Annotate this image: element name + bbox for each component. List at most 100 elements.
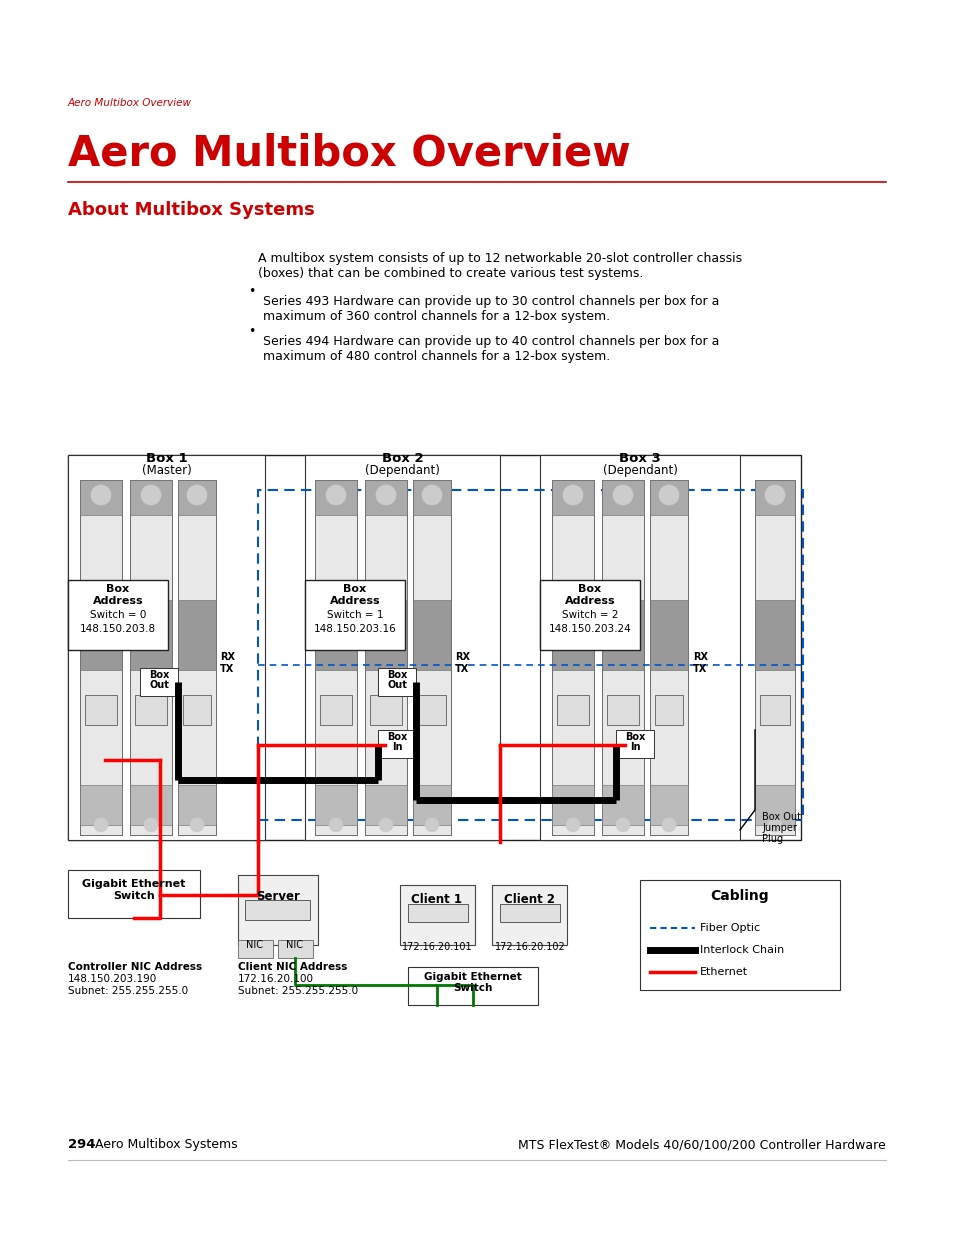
Circle shape <box>767 818 781 832</box>
Text: Subnet: 255.255.255.0: Subnet: 255.255.255.0 <box>237 986 357 995</box>
Bar <box>492 885 566 945</box>
Bar <box>616 730 654 758</box>
Bar <box>319 695 352 725</box>
Text: Box 1: Box 1 <box>146 452 187 466</box>
Text: Plug: Plug <box>761 834 782 844</box>
Text: Box Out: Box Out <box>761 811 801 823</box>
Bar <box>601 480 643 515</box>
Text: 172.16.20.102: 172.16.20.102 <box>494 942 565 952</box>
Bar <box>80 480 122 515</box>
Bar <box>85 695 117 725</box>
Bar <box>365 480 407 835</box>
Text: Box: Box <box>387 732 407 742</box>
Bar <box>377 730 416 758</box>
Bar <box>552 480 594 515</box>
Bar <box>68 454 801 840</box>
Bar <box>140 668 178 697</box>
Bar <box>601 480 643 835</box>
Circle shape <box>187 485 207 505</box>
Bar <box>606 695 639 725</box>
Text: 148.150.203.16: 148.150.203.16 <box>314 624 395 634</box>
Text: (Dependant): (Dependant) <box>602 464 677 477</box>
Text: Address: Address <box>330 597 380 606</box>
Text: Aero Multibox Overview: Aero Multibox Overview <box>68 98 192 107</box>
Text: Switch = 1: Switch = 1 <box>327 610 383 620</box>
Bar <box>245 900 310 920</box>
Text: Gigabit Ethernet: Gigabit Ethernet <box>424 972 521 982</box>
Text: NIC: NIC <box>246 940 263 950</box>
Text: Box: Box <box>343 584 366 594</box>
Circle shape <box>616 818 629 832</box>
Text: Out: Out <box>387 680 407 690</box>
Bar <box>314 480 356 835</box>
Text: Box 2: Box 2 <box>381 452 423 466</box>
Bar <box>178 480 215 515</box>
Text: Aero Multibox Systems: Aero Multibox Systems <box>95 1137 237 1151</box>
Bar <box>178 480 215 835</box>
Text: Gigabit Ethernet: Gigabit Ethernet <box>82 879 186 889</box>
Text: maximum of 480 control channels for a 12-box system.: maximum of 480 control channels for a 12… <box>263 350 610 363</box>
Bar <box>68 454 265 840</box>
Bar <box>760 695 789 725</box>
Bar <box>601 785 643 825</box>
Circle shape <box>326 485 346 505</box>
Bar <box>365 480 407 515</box>
Text: Box: Box <box>387 671 407 680</box>
Text: MTS FlexTest® Models 40/60/100/200 Controller Hardware: MTS FlexTest® Models 40/60/100/200 Contr… <box>517 1137 885 1151</box>
Text: (Master): (Master) <box>141 464 192 477</box>
Text: •: • <box>248 325 255 338</box>
Text: Ethernet: Ethernet <box>700 967 747 977</box>
Bar <box>552 785 594 825</box>
Bar <box>365 785 407 825</box>
Text: •: • <box>248 285 255 298</box>
Text: Box 3: Box 3 <box>618 452 660 466</box>
Text: 294: 294 <box>68 1137 95 1151</box>
Text: Out: Out <box>149 680 169 690</box>
Circle shape <box>375 485 395 505</box>
Bar <box>314 600 356 671</box>
Bar <box>68 580 168 650</box>
Bar <box>408 967 537 1005</box>
Bar <box>370 695 401 725</box>
Bar <box>552 600 594 671</box>
Text: In: In <box>629 742 639 752</box>
Bar <box>649 785 687 825</box>
Text: Server: Server <box>255 890 299 903</box>
Bar <box>130 480 172 515</box>
Text: (boxes) that can be combined to create various test systems.: (boxes) that can be combined to create v… <box>257 267 642 280</box>
Text: About Multibox Systems: About Multibox Systems <box>68 201 314 219</box>
Text: Client 2: Client 2 <box>504 893 555 906</box>
Bar <box>417 695 446 725</box>
Text: RX: RX <box>220 652 234 662</box>
Bar <box>305 454 499 840</box>
Bar <box>601 600 643 671</box>
Bar <box>557 695 588 725</box>
Bar <box>68 869 200 918</box>
Bar <box>399 885 475 945</box>
Bar <box>178 785 215 825</box>
Bar <box>277 940 313 958</box>
Text: Fiber Optic: Fiber Optic <box>700 923 760 932</box>
Circle shape <box>659 485 679 505</box>
Bar <box>257 490 802 820</box>
Text: (Dependant): (Dependant) <box>365 464 439 477</box>
Text: Interlock Chain: Interlock Chain <box>700 945 783 955</box>
Text: Address: Address <box>92 597 143 606</box>
Bar <box>183 695 211 725</box>
Text: Cabling: Cabling <box>710 889 768 903</box>
Bar <box>649 480 687 835</box>
Bar <box>314 480 356 515</box>
Bar <box>655 695 682 725</box>
Circle shape <box>329 818 343 832</box>
Text: Switch = 2: Switch = 2 <box>561 610 618 620</box>
Circle shape <box>94 818 108 832</box>
Text: 172.16.20.101: 172.16.20.101 <box>401 942 472 952</box>
Text: Switch: Switch <box>453 983 492 993</box>
Bar <box>499 904 559 923</box>
Bar <box>135 695 167 725</box>
Text: TX: TX <box>220 664 234 674</box>
Bar <box>80 480 122 835</box>
Bar <box>237 940 273 958</box>
Bar <box>539 580 639 650</box>
Circle shape <box>562 485 582 505</box>
